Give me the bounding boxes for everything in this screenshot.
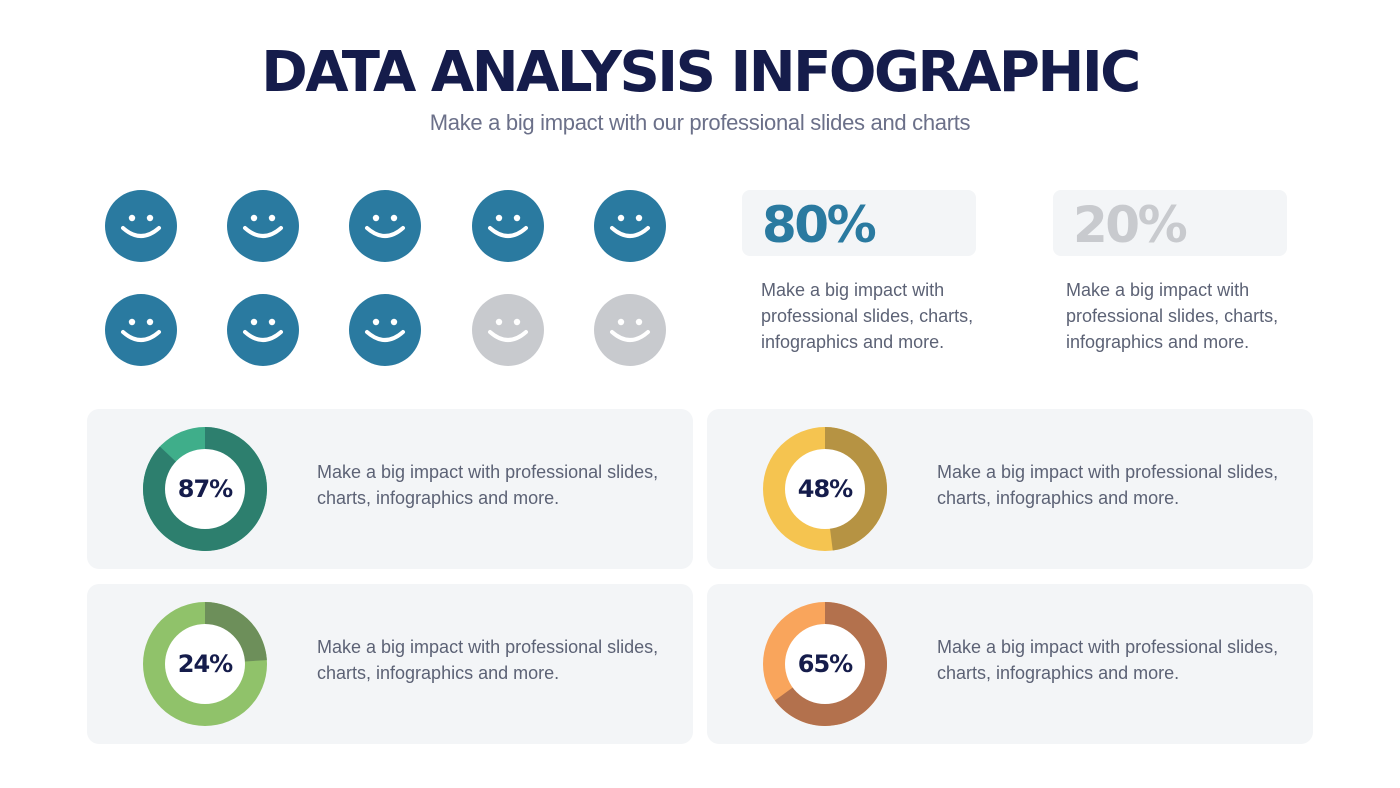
- stat-description: Make a big impact with professional slid…: [761, 280, 974, 352]
- donut-hole: [785, 624, 865, 704]
- donut-card: 87% Make a big impact with professional …: [87, 409, 693, 569]
- smiley-face-icon: [349, 294, 421, 366]
- donut-label: 65%: [797, 650, 853, 678]
- donut-chart: [143, 427, 267, 551]
- donut-card: 24% Make a big impact with professional …: [87, 584, 693, 744]
- card-description: Make a big impact with professional slid…: [317, 462, 659, 508]
- smiley-face-icon: [227, 190, 299, 262]
- donut-hole: [785, 449, 865, 529]
- donut-label: 87%: [177, 475, 233, 503]
- donut-card: 48% Make a big impact with professional …: [707, 409, 1313, 569]
- donut-chart: [763, 602, 887, 726]
- smiley-face-icon: [105, 294, 177, 366]
- donut-label: 24%: [177, 650, 233, 678]
- smiley-face-icon: [349, 190, 421, 262]
- donut-hole: [165, 449, 245, 529]
- donut-label: 48%: [797, 475, 853, 503]
- card-description: Make a big impact with professional slid…: [937, 462, 1279, 508]
- stat-box-secondary: 20%: [1053, 190, 1287, 256]
- donut-hole: [165, 624, 245, 704]
- card-description: Make a big impact with professional slid…: [937, 637, 1279, 683]
- donut-chart: [763, 427, 887, 551]
- smiley-face-icon: [594, 190, 666, 262]
- donut-card: 65% Make a big impact with professional …: [707, 584, 1313, 744]
- stat-value: 80%: [762, 196, 877, 254]
- stat-box-primary: 80%: [742, 190, 976, 256]
- smiley-face-icon: [472, 190, 544, 262]
- smiley-face-icon: [227, 294, 299, 366]
- stat-description: Make a big impact with professional slid…: [1066, 280, 1279, 352]
- smiley-face-icon: [472, 294, 544, 366]
- smiley-face-icon: [594, 294, 666, 366]
- stat-value: 20%: [1073, 196, 1188, 254]
- card-description: Make a big impact with professional slid…: [317, 637, 659, 683]
- page-subtitle: Make a big impact with our professional …: [429, 110, 971, 135]
- donut-chart: [143, 602, 267, 726]
- page-title: DATA ANALYSIS INFOGRAPHIC: [261, 40, 1141, 105]
- smiley-face-icon: [105, 190, 177, 262]
